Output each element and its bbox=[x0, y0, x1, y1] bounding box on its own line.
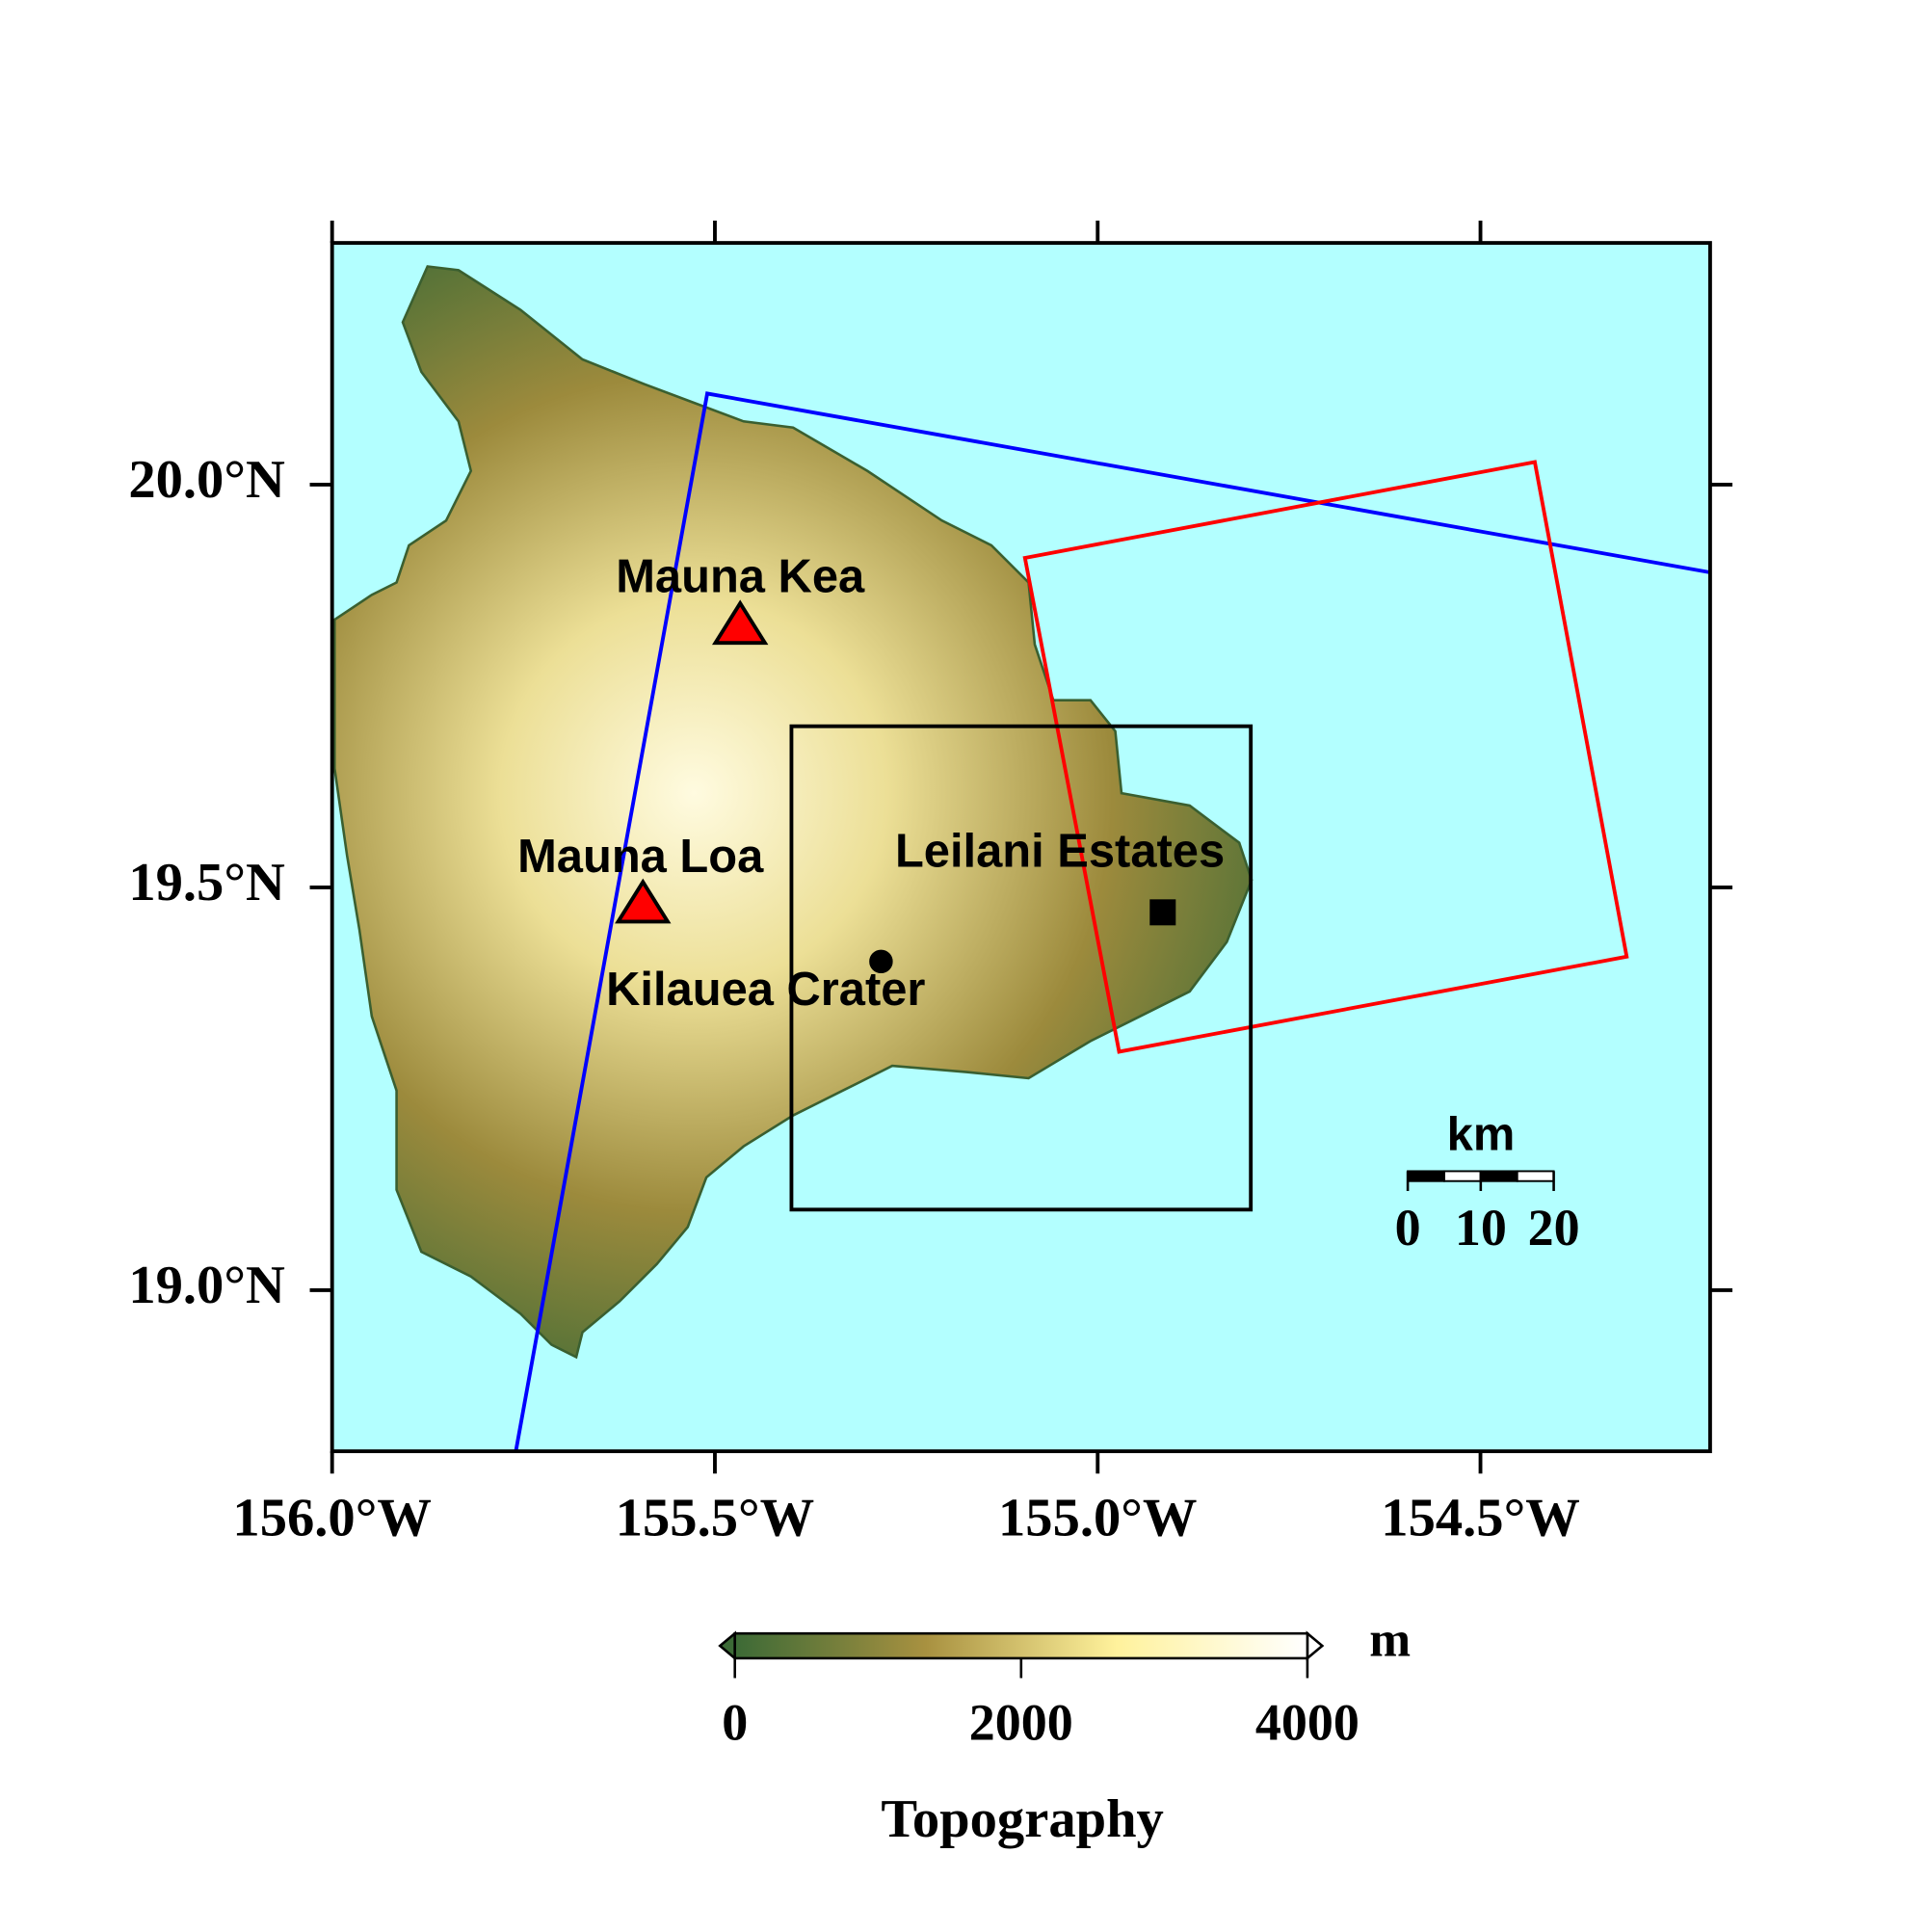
peak-marker bbox=[711, 599, 769, 646]
scale-tick-label: 0 bbox=[1395, 1199, 1421, 1257]
scale-segment bbox=[1443, 1170, 1482, 1182]
y-tick-label: 19.5°N bbox=[128, 853, 285, 913]
colorbar-tick-label: 2000 bbox=[969, 1693, 1073, 1751]
crater-marker bbox=[869, 949, 893, 974]
footprint bbox=[1022, 460, 1629, 1054]
scale-segment bbox=[1516, 1170, 1555, 1182]
colorbar bbox=[733, 1631, 1309, 1660]
peak-marker bbox=[615, 878, 672, 924]
site-marker bbox=[1149, 899, 1176, 926]
scale-unit: km bbox=[1447, 1109, 1516, 1161]
colorbar-tick-label: 0 bbox=[722, 1693, 748, 1751]
footprint bbox=[789, 724, 1254, 1212]
x-tick-label: 154.5°W bbox=[1381, 1489, 1580, 1548]
footprint bbox=[514, 391, 1710, 1452]
marker-label: Mauna Kea bbox=[616, 551, 865, 603]
colorbar-high-arrow bbox=[1306, 1630, 1325, 1661]
x-tick-label: 155.5°W bbox=[616, 1489, 815, 1548]
x-tick-label: 155.0°W bbox=[998, 1489, 1198, 1548]
colorbar-tick-label: 4000 bbox=[1255, 1693, 1359, 1751]
scale-tick-label: 10 bbox=[1455, 1199, 1507, 1257]
scale-tick-label: 20 bbox=[1528, 1199, 1580, 1257]
y-tick-label: 20.0°N bbox=[128, 450, 285, 510]
map-frame bbox=[330, 241, 1712, 1454]
x-tick-label: 156.0°W bbox=[232, 1489, 432, 1548]
scale-segment bbox=[1479, 1170, 1518, 1182]
marker-label: Leilani Estates bbox=[895, 825, 1225, 877]
colorbar-title: Topography bbox=[881, 1789, 1163, 1849]
colorbar-low-arrow bbox=[718, 1630, 736, 1661]
scale-segment bbox=[1407, 1170, 1445, 1182]
y-tick-label: 19.0°N bbox=[128, 1256, 285, 1315]
colorbar-unit: m bbox=[1369, 1613, 1411, 1668]
marker-label: Kilauea Crater bbox=[606, 964, 925, 1016]
marker-label: Mauna Loa bbox=[517, 831, 764, 883]
